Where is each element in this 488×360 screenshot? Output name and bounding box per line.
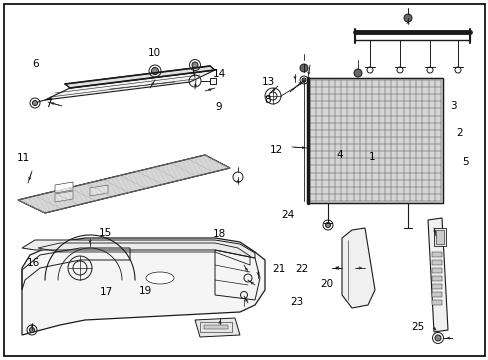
Text: 8: 8: [264, 95, 271, 105]
Circle shape: [302, 78, 305, 82]
Circle shape: [325, 222, 330, 228]
Bar: [431, 268, 441, 273]
Text: 12: 12: [269, 145, 283, 156]
Text: 24: 24: [280, 210, 294, 220]
Bar: [431, 300, 441, 305]
Text: 11: 11: [17, 153, 30, 163]
Polygon shape: [55, 191, 73, 202]
Text: 6: 6: [32, 59, 39, 69]
Text: 4: 4: [336, 150, 343, 160]
Polygon shape: [22, 240, 254, 258]
Text: 9: 9: [215, 102, 222, 112]
Bar: [203, 325, 227, 329]
Circle shape: [32, 100, 38, 105]
Text: 23: 23: [290, 297, 304, 307]
Circle shape: [403, 14, 411, 22]
Polygon shape: [55, 182, 73, 193]
Polygon shape: [341, 228, 374, 308]
Text: 15: 15: [98, 228, 112, 238]
Text: 10: 10: [147, 48, 160, 58]
Bar: [431, 260, 441, 265]
Text: 25: 25: [410, 322, 424, 332]
Ellipse shape: [146, 272, 174, 284]
Text: 17: 17: [100, 287, 113, 297]
Text: 19: 19: [139, 286, 152, 296]
Bar: [431, 284, 441, 289]
Polygon shape: [45, 70, 215, 100]
Text: 1: 1: [367, 152, 374, 162]
Polygon shape: [18, 155, 229, 213]
Text: 21: 21: [271, 264, 285, 274]
Bar: [431, 252, 441, 257]
Polygon shape: [65, 66, 215, 88]
Polygon shape: [427, 218, 447, 332]
Circle shape: [299, 64, 307, 72]
Text: 5: 5: [461, 157, 468, 167]
Text: 18: 18: [212, 229, 225, 239]
Bar: [435, 230, 443, 244]
Text: 16: 16: [26, 258, 40, 268]
Text: 22: 22: [295, 264, 308, 274]
Bar: [200, 322, 231, 332]
Polygon shape: [307, 78, 442, 203]
Circle shape: [29, 328, 35, 333]
Bar: [431, 292, 441, 297]
Text: 20: 20: [320, 279, 332, 289]
Circle shape: [192, 62, 198, 68]
Circle shape: [151, 68, 158, 75]
Polygon shape: [22, 238, 264, 335]
Text: 14: 14: [212, 69, 225, 79]
Text: 7: 7: [44, 99, 51, 109]
Text: 3: 3: [449, 101, 456, 111]
Bar: [433, 228, 445, 246]
Circle shape: [353, 69, 361, 77]
Polygon shape: [195, 318, 240, 337]
Text: 13: 13: [261, 77, 274, 87]
Circle shape: [434, 335, 440, 341]
Text: 2: 2: [455, 128, 462, 138]
Bar: [209, 78, 216, 84]
Polygon shape: [90, 185, 108, 196]
Bar: [431, 276, 441, 281]
